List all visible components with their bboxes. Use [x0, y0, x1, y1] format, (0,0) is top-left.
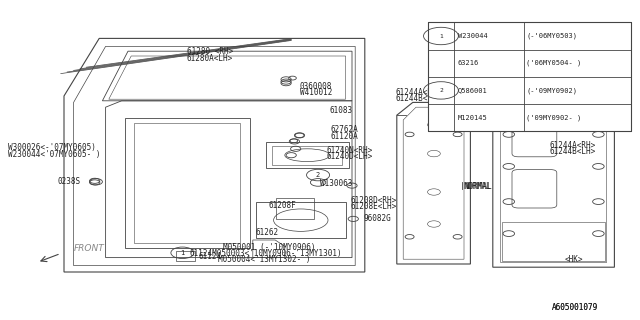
Text: 61120A: 61120A: [330, 132, 358, 141]
Text: 61262: 61262: [256, 228, 279, 237]
Text: 61208D<RH>: 61208D<RH>: [351, 196, 397, 205]
Text: 63216: 63216: [458, 60, 479, 66]
Text: 61208F: 61208F: [269, 201, 296, 210]
Text: W130063: W130063: [320, 179, 353, 188]
Text: 2: 2: [316, 172, 320, 178]
Text: Q586001: Q586001: [458, 87, 487, 93]
Text: W230044: W230044: [458, 33, 487, 39]
Text: ('09MY0902- ): ('09MY0902- ): [526, 114, 581, 121]
Text: 61240D<LH>: 61240D<LH>: [326, 152, 372, 161]
Text: 0360008: 0360008: [300, 82, 332, 91]
Text: 61124: 61124: [198, 252, 221, 261]
Text: (-'06MY0503): (-'06MY0503): [526, 33, 577, 39]
Text: W230044<'07MY0605- ): W230044<'07MY0605- ): [8, 150, 100, 159]
Text: 96082G: 96082G: [364, 214, 391, 223]
Text: 61244B<LH>: 61244B<LH>: [549, 147, 595, 156]
Text: 61244A<RH>: 61244A<RH>: [396, 88, 442, 97]
Text: 61244A<RH>: 61244A<RH>: [549, 141, 595, 150]
Text: 1: 1: [439, 34, 443, 38]
Text: NORMAL: NORMAL: [463, 182, 491, 191]
Text: W300026<-'07MY0605): W300026<-'07MY0605): [8, 143, 95, 152]
Text: 61208E<LH>: 61208E<LH>: [351, 202, 397, 211]
Text: 61280A<LH>: 61280A<LH>: [187, 54, 233, 63]
Text: ('06MY0504- ): ('06MY0504- ): [526, 60, 581, 67]
Text: 62762A: 62762A: [330, 125, 358, 134]
Bar: [428, 22, 631, 131]
Text: M120145: M120145: [458, 115, 487, 121]
Text: W410012: W410012: [300, 88, 332, 97]
Text: FRONT: FRONT: [74, 244, 104, 253]
Text: 2: 2: [439, 88, 443, 93]
Text: 1: 1: [180, 250, 184, 256]
Text: 61280 <RH>: 61280 <RH>: [187, 47, 233, 56]
Text: A605001079: A605001079: [552, 303, 598, 312]
Text: 61124M050003<'10MY0906-'13MY1301): 61124M050003<'10MY0906-'13MY1301): [189, 249, 342, 258]
Text: M050001 (-'10MY0906): M050001 (-'10MY0906): [223, 243, 316, 252]
Text: <HK>: <HK>: [564, 255, 583, 264]
Text: 61244B<LH>: 61244B<LH>: [396, 94, 442, 103]
Text: 0238S: 0238S: [58, 177, 81, 186]
Text: A605001079: A605001079: [552, 303, 598, 312]
Text: M050004<'13MY1302- ): M050004<'13MY1302- ): [218, 255, 310, 264]
Text: 61083: 61083: [330, 106, 353, 115]
Text: (-'09MY0902): (-'09MY0902): [526, 87, 577, 94]
Text: NORMAL: NORMAL: [465, 182, 492, 191]
Text: 61240N<RH>: 61240N<RH>: [326, 146, 372, 155]
